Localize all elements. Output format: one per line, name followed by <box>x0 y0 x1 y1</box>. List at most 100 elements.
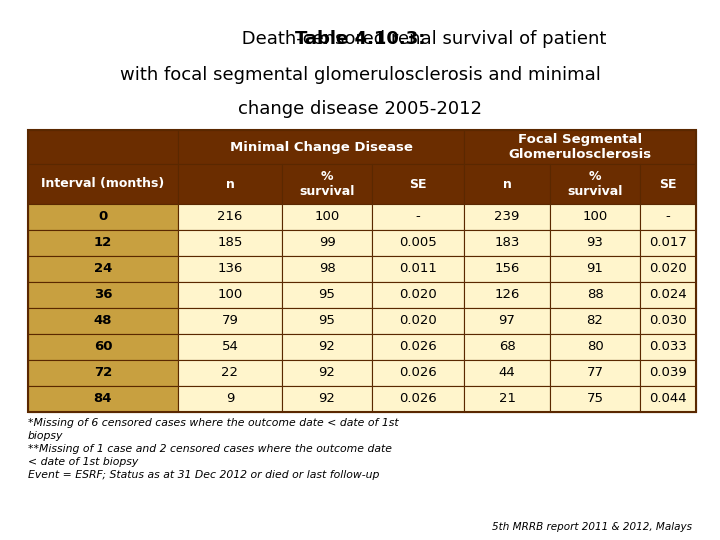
Text: 72: 72 <box>94 367 112 380</box>
Text: 88: 88 <box>587 288 603 301</box>
Text: 80: 80 <box>587 341 603 354</box>
Bar <box>550 334 640 360</box>
Bar <box>28 164 178 204</box>
Text: 54: 54 <box>222 341 238 354</box>
Text: 156: 156 <box>495 262 520 275</box>
Text: SE: SE <box>409 178 427 191</box>
Bar <box>178 256 282 282</box>
Bar <box>372 256 464 282</box>
Text: 92: 92 <box>318 367 336 380</box>
Text: 68: 68 <box>499 341 516 354</box>
Bar <box>178 204 282 230</box>
Bar <box>550 360 640 386</box>
Text: 98: 98 <box>319 262 336 275</box>
Bar <box>282 334 372 360</box>
Text: 0.020: 0.020 <box>399 288 437 301</box>
Bar <box>550 386 640 412</box>
Bar <box>28 282 178 308</box>
Text: 0.033: 0.033 <box>649 341 687 354</box>
Bar <box>282 386 372 412</box>
Bar <box>178 334 282 360</box>
Text: -: - <box>665 211 670 224</box>
Text: 0.026: 0.026 <box>399 341 437 354</box>
Text: n: n <box>503 178 511 191</box>
Bar <box>550 164 640 204</box>
Text: 0.005: 0.005 <box>399 237 437 249</box>
Bar <box>28 360 178 386</box>
Bar <box>28 386 178 412</box>
Bar <box>464 256 550 282</box>
Text: 100: 100 <box>217 288 243 301</box>
Text: 0.017: 0.017 <box>649 237 687 249</box>
Bar <box>372 360 464 386</box>
Bar <box>28 334 178 360</box>
Bar <box>640 256 696 282</box>
Bar <box>550 308 640 334</box>
Text: 0.020: 0.020 <box>649 262 687 275</box>
Text: 5th MRRB report 2011 & 2012, Malays: 5th MRRB report 2011 & 2012, Malays <box>492 522 692 532</box>
Text: 183: 183 <box>495 237 520 249</box>
Text: 84: 84 <box>94 393 112 406</box>
Text: 77: 77 <box>587 367 603 380</box>
Bar <box>282 230 372 256</box>
Text: 126: 126 <box>495 288 520 301</box>
Bar <box>372 282 464 308</box>
Text: Interval (months): Interval (months) <box>41 178 165 191</box>
Bar <box>464 164 550 204</box>
Text: < date of 1st biopsy: < date of 1st biopsy <box>28 457 138 467</box>
Text: 0.011: 0.011 <box>399 262 437 275</box>
Bar <box>178 130 464 164</box>
Bar <box>550 204 640 230</box>
Text: biopsy: biopsy <box>28 431 63 441</box>
Text: %
survival: % survival <box>300 170 355 198</box>
Text: 75: 75 <box>587 393 603 406</box>
Text: change disease 2005-2012: change disease 2005-2012 <box>238 100 482 118</box>
Text: 48: 48 <box>94 314 112 327</box>
Bar <box>464 334 550 360</box>
Bar <box>178 282 282 308</box>
Bar <box>464 282 550 308</box>
Text: 12: 12 <box>94 237 112 249</box>
Bar <box>464 130 696 164</box>
Bar <box>282 282 372 308</box>
Bar <box>282 204 372 230</box>
Bar <box>640 334 696 360</box>
Text: 36: 36 <box>94 288 112 301</box>
Text: *Missing of 6 censored cases where the outcome date < date of 1st: *Missing of 6 censored cases where the o… <box>28 418 399 428</box>
Text: 0.039: 0.039 <box>649 367 687 380</box>
Text: 21: 21 <box>498 393 516 406</box>
Text: SE: SE <box>660 178 677 191</box>
Bar <box>28 130 696 412</box>
Text: Minimal Change Disease: Minimal Change Disease <box>230 140 413 153</box>
Bar <box>640 386 696 412</box>
Text: 0.030: 0.030 <box>649 314 687 327</box>
Bar <box>640 360 696 386</box>
Bar <box>28 130 178 164</box>
Bar <box>178 230 282 256</box>
Text: 24: 24 <box>94 262 112 275</box>
Text: 0.020: 0.020 <box>399 314 437 327</box>
Bar <box>178 360 282 386</box>
Text: 93: 93 <box>587 237 603 249</box>
Bar <box>372 386 464 412</box>
Bar <box>464 230 550 256</box>
Bar <box>178 386 282 412</box>
Bar <box>28 308 178 334</box>
Text: 44: 44 <box>499 367 516 380</box>
Bar <box>178 308 282 334</box>
Text: 22: 22 <box>222 367 238 380</box>
Bar <box>640 230 696 256</box>
Text: n: n <box>225 178 235 191</box>
Text: 95: 95 <box>318 288 336 301</box>
Text: 136: 136 <box>217 262 243 275</box>
Text: 0.026: 0.026 <box>399 393 437 406</box>
Text: 91: 91 <box>587 262 603 275</box>
Bar <box>372 308 464 334</box>
Bar <box>28 204 178 230</box>
Text: **Missing of 1 case and 2 censored cases where the outcome date: **Missing of 1 case and 2 censored cases… <box>28 444 392 454</box>
Text: Table 4.10.3:: Table 4.10.3: <box>294 30 426 48</box>
Bar <box>640 164 696 204</box>
Bar <box>464 204 550 230</box>
Text: 9: 9 <box>226 393 234 406</box>
Bar <box>372 204 464 230</box>
